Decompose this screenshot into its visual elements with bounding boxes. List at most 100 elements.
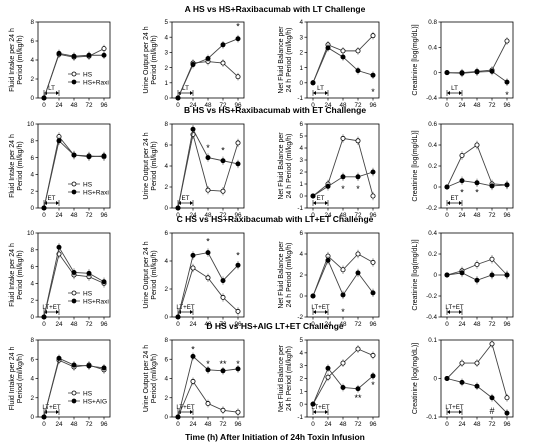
x-tick-label: 24 [189,212,197,219]
y-tick-label: 2 [164,184,168,191]
data-point-hs [370,193,376,199]
x-tick-label: 72 [488,212,496,219]
row-c: C HS vs HS+Raxibacumab with LT+ET Challe… [9,214,514,328]
y-axis-label: Net Fluid Balance per [278,26,285,94]
legend-label: HS [83,71,93,78]
toxin-arrow-left [178,201,181,205]
y-axis-label: Creatinine [log(mg/dL)] [412,343,419,414]
toxin-arrow-right [325,310,328,314]
y-tick-label: 1 [164,80,168,87]
data-point-hs [205,187,211,193]
data-point-hs [220,407,226,413]
x-tick-label: 48 [473,321,481,328]
x-tick-label: 72 [219,212,227,219]
data-point-hs [220,188,226,194]
data-point-treated [56,244,62,250]
data-point-treated [220,368,226,374]
x-tick-label: 72 [85,321,93,328]
x-tick-label: 96 [369,421,377,428]
toxin-arrow-right [56,310,59,314]
data-point-treated [355,386,361,392]
significance-marker: * [206,359,210,369]
y-tick-label: 1 [299,389,303,396]
data-point-hs [340,267,346,273]
y-tick-label: 8 [164,121,168,128]
data-point-treated [310,193,316,199]
y-tick-label: 0.4 [428,142,437,149]
data-point-treated [489,395,495,401]
toxin-label: LT+ET [42,404,61,411]
y-tick-label: 10 [27,230,35,237]
data-point-treated [504,410,510,416]
data-point-hs [190,378,196,384]
significance-marker: * [236,359,240,369]
y-tick-label: 2 [164,65,168,72]
y-tick-label: 4 [164,34,168,41]
legend-marker [71,189,77,195]
y-tick-label: 6 [30,38,34,45]
x-tick-label: 24 [458,321,466,328]
x-tick-label: 24 [458,102,466,109]
y-axis-label: Urine Output per 24 h [143,132,150,199]
data-point-treated [205,155,211,161]
y-axis-label: Net Fluid Balance per [278,132,285,200]
y-tick-label: 6 [164,230,168,237]
data-point-treated [220,42,226,48]
data-point-treated [459,270,465,276]
data-point-treated [205,55,211,61]
significance-marker: * [236,22,240,32]
x-tick-label: 48 [339,212,347,219]
x-tick-label: 96 [234,321,242,328]
data-point-treated [310,80,316,86]
data-point-hs [220,294,226,300]
y-tick-label: 0 [30,314,34,321]
data-point-hs [235,140,241,146]
data-point-hs [205,275,211,281]
x-tick-label: 72 [219,321,227,328]
x-tick-label: 96 [234,102,242,109]
toxin-label: ET [48,195,56,202]
y-tick-label: 2 [164,395,168,402]
toxin-label: LT+ET [42,304,61,311]
data-point-hs [459,152,465,158]
data-point-hs [474,142,480,148]
row-title-text: HS vs HS+Raxibacumab with LT+ET Challeng… [185,214,374,224]
significance-marker: ** [219,359,227,369]
x-tick-label: 72 [354,212,362,219]
data-point-hs [474,360,480,366]
x-tick-label: 96 [100,212,108,219]
data-point-hs [205,401,211,407]
x-tick-label: 96 [234,212,242,219]
y-axis-label: Urine Output per 24 h [143,345,150,412]
x-tick-label: 0 [176,421,180,428]
row-a: A HS vs HS+Raxibacumab with LT Challenge… [9,4,514,109]
row-letter: A [185,4,193,14]
data-point-treated [190,353,196,359]
toxin-arrow-right [56,201,59,205]
toxin-label: LT+ET [445,404,464,411]
panel-b-4: -0.2 0 0.2 0.4 0.6 0 24 48 72 96 Creatinine [log(m… [412,121,514,219]
data-point-treated [504,182,510,188]
data-point-treated [220,278,226,284]
x-tick-label: 24 [324,102,332,109]
data-point-treated [101,153,107,159]
x-tick-label: 96 [503,212,511,219]
y-tick-label: 1 [299,65,303,72]
data-point-treated [41,205,47,211]
significance-marker: * [371,87,375,97]
y-tick-label: 8 [30,337,34,344]
y-tick-label: 0 [299,80,303,87]
data-point-hs [504,38,510,44]
row-title-text: HS vs HS+Raxibacumab with LT Challenge [193,4,366,14]
data-point-treated [190,126,196,132]
y-tick-label: 0 [433,184,437,191]
significance-marker: * [206,236,210,246]
x-tick-label: 96 [369,321,377,328]
row-title-d: D HS vs HS+AIG LT+ET Challenge [206,321,344,331]
data-point-treated [310,401,316,407]
y-tick-label: 2 [30,76,34,83]
x-tick-label: 24 [324,212,332,219]
